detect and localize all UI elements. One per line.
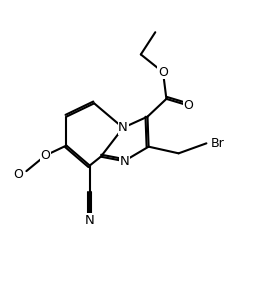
Text: O: O (13, 168, 23, 181)
Text: O: O (184, 99, 194, 112)
Text: N: N (85, 214, 95, 226)
Text: Br: Br (211, 137, 225, 150)
Text: N: N (118, 121, 128, 134)
Text: O: O (40, 149, 50, 162)
Text: N: N (119, 154, 129, 168)
Text: O: O (158, 66, 168, 79)
